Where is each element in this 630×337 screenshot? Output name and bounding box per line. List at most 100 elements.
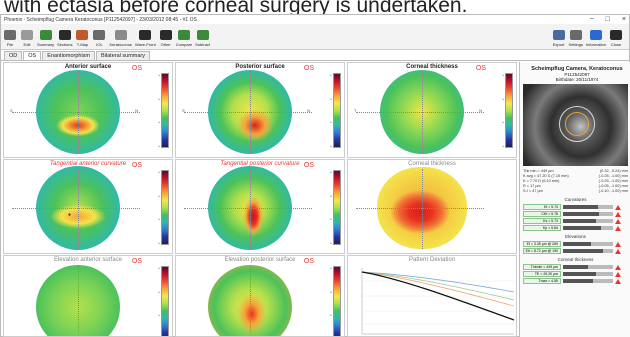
warning-icon [615, 264, 621, 270]
color-scale [161, 266, 169, 336]
thickness-row: Tmax = 4.55 [523, 278, 628, 284]
tmap-icon [76, 30, 89, 40]
article-caption: with ectasia before corneal surgery is u… [4, 0, 468, 16]
thickness-bar-fill [563, 272, 596, 276]
elevation-anterior-panel[interactable]: Elevation anterior surface OS ▸▸▸▸ [3, 255, 173, 337]
measure-kavg: K avg = 47.20 D (7.15 mm) [523, 174, 569, 178]
thickness-bar [563, 265, 613, 269]
maps-area: Anterior surface OS S N ▸ ▸ ▸ ▸ Posterior s… [1, 62, 630, 337]
vertical-axis [78, 169, 79, 249]
sections-button[interactable]: Sections [57, 30, 72, 47]
scheimpflug-eye-image [523, 84, 628, 166]
curvature-row: Ks = 5.73 [523, 218, 628, 224]
vertical-axis [78, 265, 79, 332]
side-label: N [307, 108, 310, 114]
toolbar-label: File [6, 42, 14, 47]
scale-ticks: ▸▸▸▸ [330, 73, 332, 148]
information-button[interactable]: Information [586, 30, 606, 47]
tab-bilateral-summary[interactable]: Bilateral summary [96, 51, 151, 60]
scale-ticks: ▸▸▸▸ [330, 266, 332, 318]
subtract-icon [196, 30, 209, 40]
scale-ticks: ▸▸▸▸ [158, 170, 160, 245]
tab-enantiomorphism[interactable]: Enantiomorphism [42, 51, 95, 60]
thickness-row: TE = 29.20 µm [523, 271, 628, 277]
warning-icon [615, 211, 621, 217]
measure-r: R = 17 µm [523, 184, 541, 188]
close-button[interactable]: Close [609, 30, 623, 47]
side-label: N [135, 108, 138, 114]
patient-birthdate: Birthdate: 20/11/1974 [555, 77, 599, 82]
compare-button[interactable]: Compare [176, 30, 192, 47]
pattern-deviation-panel[interactable]: Pattern Deviation [347, 255, 517, 337]
scale-ticks: ▸▸▸▸ [330, 170, 332, 245]
side-label: T [354, 108, 357, 114]
thickness-label: Thkmin = 449 µm [523, 264, 561, 270]
close-icon [610, 30, 622, 40]
panel-title: Anterior surface [64, 64, 112, 70]
toolbar-label: T-Map [76, 42, 89, 47]
curvature-bar [563, 226, 613, 230]
vertical-axis [250, 169, 251, 249]
file-button[interactable]: File [3, 30, 17, 47]
toolbar-label: Wave-Front [134, 42, 156, 47]
iol-button[interactable]: IOL [92, 30, 106, 47]
thickness-bar [563, 272, 613, 276]
color-scale [161, 170, 169, 245]
elevation-bar-fill [563, 242, 591, 246]
export-button[interactable]: Export [552, 30, 566, 47]
corneal-thickness-2-panel[interactable]: Corneal thickness [347, 159, 517, 254]
tangential-posterior-panel[interactable]: Tangential posterior curvature OS ▸ ▸ ▸ ▸ [175, 159, 345, 254]
horizontal-axis [12, 111, 140, 113]
t-map-button[interactable]: T-Map [75, 30, 89, 47]
eye-label: OS [303, 258, 314, 265]
subtract-button[interactable]: Subtract [195, 30, 210, 47]
elevation-posterior-panel[interactable]: Elevation posterior surface OS ▸▸▸▸ [175, 255, 345, 337]
panel-title: Tangential anterior curvature [49, 161, 127, 167]
tab-os[interactable]: OS [23, 51, 42, 60]
elevation-bar [563, 242, 613, 246]
horizontal-axis [184, 208, 312, 210]
export-icon [552, 30, 565, 40]
color-scale [333, 73, 341, 148]
wave-front-button[interactable]: Wave-Front [135, 30, 156, 47]
curvature-title: Curvatures [564, 197, 587, 202]
horizontal-axis [184, 111, 312, 113]
posterior-surface-panel[interactable]: Posterior surface OS S N ▸ ▸ ▸ ▸ [175, 62, 345, 158]
curvature-bar-fill [563, 205, 598, 209]
toolbar-label: Keratoconus [109, 42, 132, 47]
curvature-bar-fill [563, 212, 599, 216]
panel-title: Posterior surface [235, 64, 285, 70]
window-controls: − □ × [590, 15, 626, 24]
panel-title: Corneal thickness [406, 64, 458, 70]
apex-marker: ● [68, 212, 72, 218]
close-window-button[interactable]: × [621, 16, 626, 23]
patient-header: Scheimpflug Camera, Keratoconus P1125420… [520, 62, 630, 82]
anterior-surface-panel[interactable]: Anterior surface OS S N ▸ ▸ ▸ ▸ [3, 62, 173, 158]
elevation-title: Elevations [565, 234, 586, 239]
measure-si-pos: (-0.10, -1.00) mm [598, 189, 628, 193]
toolbar-label: Close [610, 42, 622, 47]
summary-button[interactable]: Summary [37, 30, 54, 47]
more-icon [159, 30, 172, 40]
settings-button[interactable]: Settings [569, 30, 583, 47]
tab-od[interactable]: OD [4, 51, 23, 60]
toolbar-label: Summary [37, 42, 55, 47]
curvature-label: Kp = 5.84 [523, 225, 561, 231]
vertical-axis [78, 72, 79, 153]
keratoconus-button[interactable]: Keratoconus [109, 30, 132, 47]
measure-thkmin-pos: (0.32, -0.24) mm [599, 169, 628, 173]
warning-icon [615, 271, 621, 277]
tangential-anterior-panel[interactable]: Tangential anterior curvature OS ● ▸ ▸ ▸ ▸ [3, 159, 173, 254]
elevation-label: Eb = 8.72 µm @ 190 [523, 248, 561, 254]
pattern-deviation-graph [361, 268, 515, 335]
other-button[interactable]: Other [159, 30, 173, 47]
edit-button[interactable]: Edit [20, 30, 34, 47]
toolbar-label: IOL [96, 42, 103, 47]
maximize-button[interactable]: □ [605, 16, 610, 23]
elevation-bar-fill [563, 249, 603, 253]
curvature-row: Kf = 5.74 [523, 204, 628, 210]
toolbar-label: Settings [568, 42, 583, 47]
measure-r-pos: (-0.05, -1.00) mm [598, 184, 628, 188]
corneal-thickness-panel[interactable]: Corneal thickness OS T N ▸ ▸ ▸ ▸ [347, 62, 517, 158]
minimize-button[interactable]: − [589, 16, 594, 23]
